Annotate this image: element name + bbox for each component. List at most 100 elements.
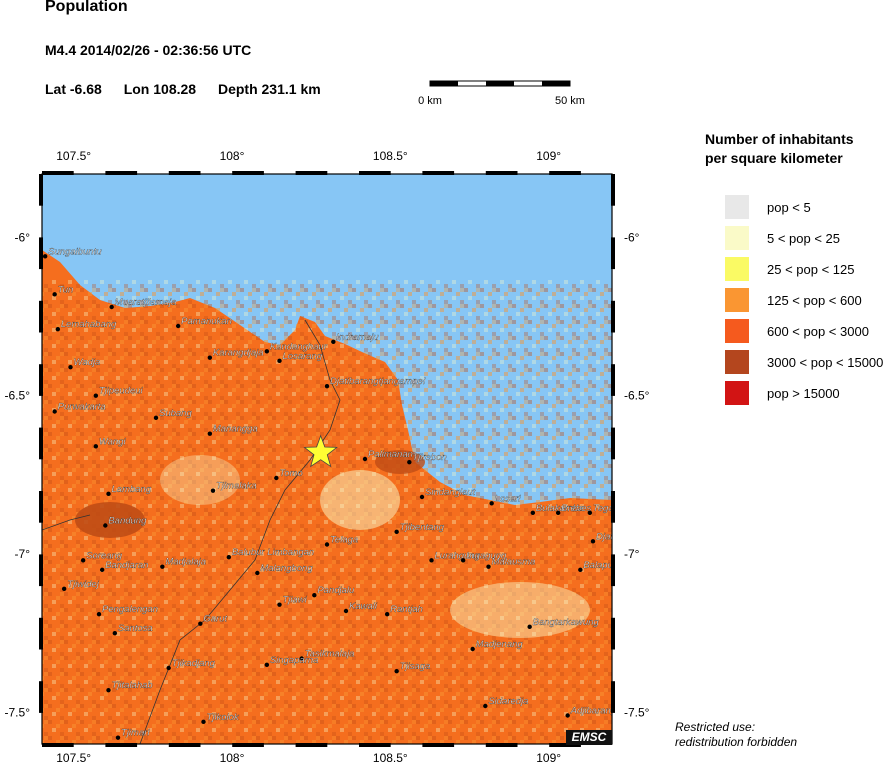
city-label: Santosa	[118, 623, 153, 634]
legend-swatch	[725, 195, 749, 219]
emsc-badge: EMSC	[566, 730, 612, 745]
city-label: Rantjah	[390, 604, 423, 615]
city-marker	[460, 558, 466, 563]
city-marker	[578, 567, 583, 573]
urban-cirebon	[375, 450, 425, 474]
frame-segment	[168, 171, 201, 175]
city-marker	[68, 364, 73, 370]
city-label: Tjibentang	[400, 522, 445, 533]
city-label: Lambang	[112, 484, 152, 495]
lat-tick-label: -7°	[15, 547, 31, 561]
frame-segment	[39, 364, 43, 396]
city-marker	[42, 254, 48, 259]
city-label: Tegal	[593, 503, 617, 514]
city-marker	[160, 564, 165, 569]
city-marker	[80, 558, 86, 563]
city-marker	[166, 665, 171, 671]
city-label: Sidaredja	[488, 696, 528, 707]
city-label: Tasikmalaja	[305, 649, 355, 660]
city-label: Luragung	[466, 550, 507, 561]
city-marker	[52, 409, 57, 414]
city-label: Balapulang	[583, 560, 631, 571]
city-label: Sindanglaut	[425, 487, 476, 498]
city-label: Lurahgung	[435, 550, 481, 561]
city-marker	[210, 488, 216, 493]
city-marker	[207, 355, 213, 360]
city-label: Djatibarang	[596, 531, 645, 542]
city-marker	[52, 292, 57, 297]
frame-segment	[295, 743, 328, 747]
legend-item: 125 < pop < 600	[725, 288, 862, 312]
frame-segment	[105, 743, 138, 747]
lat-tick-label: -7.5°	[5, 705, 31, 719]
city-label: Singaparna	[270, 655, 319, 666]
city-label: Tjikadjang	[172, 658, 216, 669]
city-marker	[264, 662, 270, 668]
city-label: Palimanan	[368, 449, 413, 460]
city-marker	[299, 656, 304, 661]
city-label: Garut	[203, 614, 227, 625]
city-marker	[527, 624, 532, 630]
city-label: Tjikolok	[207, 712, 240, 723]
city-label: Losarang	[283, 351, 323, 362]
map-frame	[39, 171, 615, 747]
city-label: Tjimalaka	[216, 481, 257, 492]
frame-segment	[359, 743, 391, 747]
city-label: Pandjalu	[317, 585, 355, 596]
frame-segment	[232, 743, 264, 747]
city-marker	[207, 431, 213, 436]
frame-segment	[611, 427, 615, 460]
legend-swatch	[725, 319, 749, 343]
frame-segment	[422, 743, 455, 747]
scale-right-label: 50 km	[555, 95, 585, 107]
city-label: Bandung	[108, 516, 147, 527]
legend-title-line1: Number of inhabitants	[705, 131, 854, 147]
city-label: Madjalaja	[165, 557, 206, 568]
scale-bar: 0 km 50 km	[418, 80, 585, 107]
legend-item: 5 < pop < 25	[725, 226, 840, 250]
frame-segment	[105, 171, 138, 175]
city-label: Sungaibuntu	[48, 246, 102, 257]
province-boundary	[139, 319, 341, 744]
city-marker	[384, 611, 390, 617]
city-marker	[343, 608, 349, 614]
city-marker	[61, 586, 67, 592]
legend-swatch	[725, 257, 749, 281]
city-marker	[530, 510, 536, 516]
legend-swatch	[725, 350, 749, 374]
frame-segment	[611, 237, 615, 270]
city-marker	[489, 501, 494, 506]
epicenter-star-icon[interactable]	[303, 434, 338, 468]
city-marker	[274, 475, 279, 481]
city-marker	[277, 358, 282, 364]
province-boundary	[42, 514, 91, 531]
legend-swatch	[725, 381, 749, 405]
city-marker	[55, 326, 61, 332]
frame-segment	[39, 300, 43, 333]
city-label: Karangdjaja	[213, 348, 264, 359]
legend-label: 600 < pop < 3000	[767, 323, 869, 339]
city-marker	[470, 646, 475, 652]
frame-segment	[39, 237, 43, 270]
city-label: Soreang	[86, 550, 123, 561]
frame-segment	[611, 681, 615, 713]
city-label: Wadja	[74, 357, 101, 368]
city-layer: Sungaibuntu Tun Muaratjilamaja Lemahabang Pa…	[42, 246, 645, 740]
latitude-text: Lat -6.68	[45, 81, 102, 97]
legend-title: Number of inhabitants per square kilomet…	[705, 130, 854, 168]
legend-label: 25 < pop < 125	[767, 261, 855, 277]
city-marker	[226, 554, 232, 560]
city-marker	[324, 383, 330, 389]
frame-segment	[549, 171, 581, 175]
low-density-area	[450, 582, 590, 638]
city-marker	[93, 444, 99, 449]
city-marker	[153, 415, 159, 421]
city-marker	[99, 567, 105, 573]
legend-title-line2: per square kilometer	[705, 150, 843, 166]
lon-tick-label: 109°	[536, 751, 561, 765]
city-marker	[331, 339, 336, 345]
longitude-text: Lon 108.28	[123, 81, 197, 97]
city-label: Kawali	[349, 601, 378, 612]
lat-tick-label: -6°	[15, 230, 31, 244]
